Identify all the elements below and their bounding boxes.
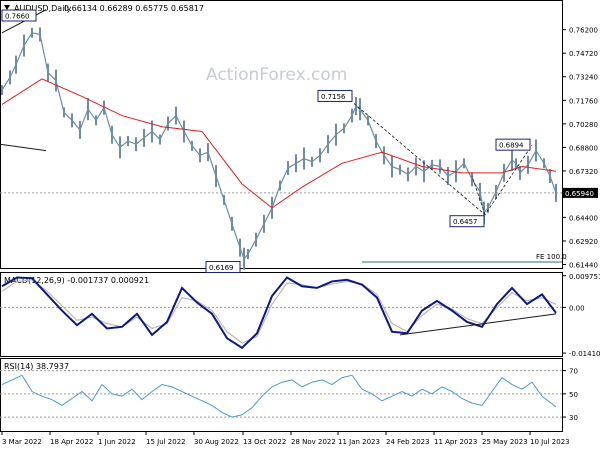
price-tick-label: 0.73240 [569,74,598,82]
price-tick-label: 0.76200 [569,27,598,35]
pivot-label: 0.7156 [321,93,346,101]
x-tick-label: 10 Jul 2023 [530,438,570,446]
pivot-label-box [495,138,531,151]
pivot-label: 0.6169 [209,264,234,272]
current-price-label: 0.65940 [565,190,594,198]
macd-tick-label: 0.00 [569,304,585,312]
watermark: ActionForex.com [206,65,347,85]
price-tick-label: 0.64400 [569,214,598,222]
x-tick-label: 3 Mar 2022 [2,438,42,446]
macd-signal-line [1,279,557,344]
pivot-label: 0.6457 [453,218,478,226]
price-title: AUDUSD,Daily [14,4,72,13]
chevron-down-icon [4,5,10,10]
rsi-title: RSI(14) 38.7937 [4,362,69,371]
pivot-label: 0.7660 [5,13,30,21]
pivot-label-box [317,89,353,102]
fe-label: FE 100.0 [536,253,567,261]
price-tick-label: 0.61440 [569,261,598,269]
pivot-label-box [1,9,37,22]
macd-panel-frame [0,272,563,357]
x-tick-label: 1 Jun 2022 [98,438,136,446]
pivot-label-box [205,261,241,274]
current-price-box [563,187,598,198]
price-panel-frame [0,0,563,269]
rsi-panel-frame [0,358,563,432]
moving-average-line [1,78,557,209]
x-tick-label: 25 May 2023 [482,438,528,446]
price-tick-label: 0.74720 [569,50,598,58]
macd-line [1,276,557,350]
trendline-left [0,143,47,152]
macd-support-trendline [399,313,557,336]
x-tick-label: 13 Oct 2022 [243,438,286,446]
x-tick-label: 11 Jan 2023 [338,438,380,446]
x-tick-label: 18 Apr 2022 [50,438,93,446]
x-tick-label: 11 Apr 2023 [434,438,477,446]
pivot-label: 0.6894 [499,142,524,150]
x-tick-label: 15 Jul 2022 [146,438,186,446]
price-tick-label: 0.68800 [569,144,598,152]
price-tick-label: 0.70280 [569,121,598,129]
ohlc-readout: 0.66134 0.66289 0.65775 0.65817 [64,4,204,13]
rsi-line [1,374,557,418]
x-tick-label: 24 Feb 2023 [386,438,430,446]
price-line [1,32,557,260]
price-tick-label: 0.62920 [569,238,598,246]
price-tick-label: 0.67320 [569,168,598,176]
rsi-tick-label: 50 [569,391,578,399]
rsi-tick-label: 30 [569,414,578,422]
x-tick-label: 28 Nov 2022 [291,438,336,446]
x-tick-label: 30 Aug 2022 [194,438,239,446]
projection-line [471,175,486,215]
macd-title: MACD(12,26,9) -0.001737 0.000921 [4,276,149,285]
pivot-label-box [449,215,485,228]
price-tick-label: 0.71760 [569,97,598,105]
rsi-tick-label: 70 [569,368,578,376]
macd-tick-label: 0.009751 [569,273,600,281]
